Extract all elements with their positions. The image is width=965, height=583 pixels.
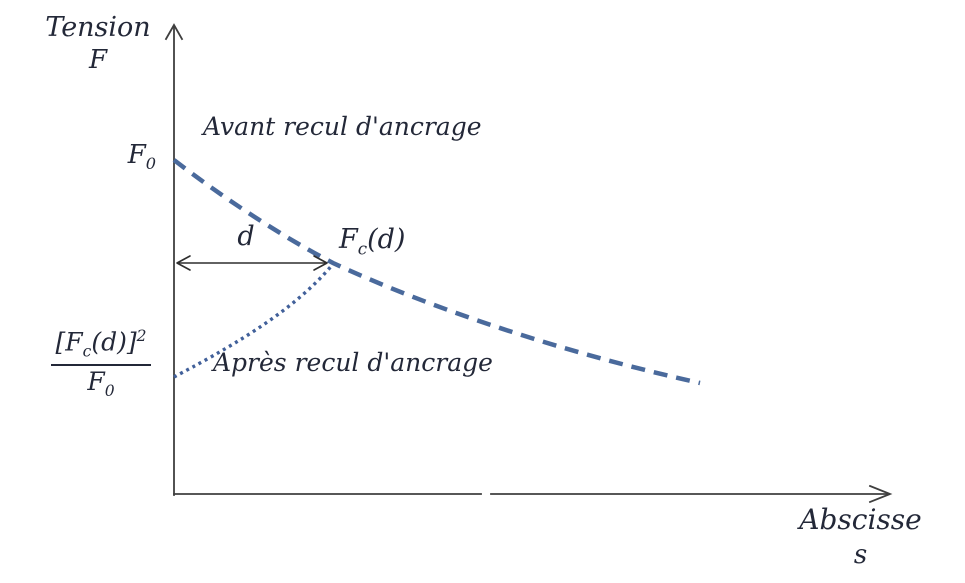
- fraction-numerator: [Fc(d)]2: [50, 327, 152, 367]
- y-axis-arrowhead-icon: [164, 23, 184, 41]
- d-dimension-arrow: [176, 255, 328, 271]
- curve-before-label: Avant recul d'ancrage: [203, 112, 482, 141]
- f0-label: F0: [127, 140, 156, 174]
- d-arrow-right-head-icon: [313, 255, 328, 271]
- d-label: d: [237, 221, 255, 252]
- fcd-label: Fc(d): [339, 224, 406, 259]
- y-axis-title: Tension F: [30, 12, 166, 76]
- curve-before-anchorage: [172, 158, 701, 386]
- x-axis-arrowhead-icon: [868, 484, 893, 504]
- x-axis-title: Abscisse s: [788, 503, 933, 571]
- curve-after-label: Après recul d'ancrage: [213, 348, 493, 377]
- y-axis-symbol: F: [88, 45, 108, 76]
- d-arrow-left-head-icon: [176, 255, 191, 271]
- x-axis-symbol: s: [853, 540, 868, 571]
- axes-group: [164, 23, 893, 504]
- fraction-label: [Fc(d)]2 F0: [36, 327, 166, 401]
- x-axis-title-text: Abscisse: [799, 503, 922, 536]
- y-axis-title-text: Tension: [45, 12, 151, 43]
- fraction-denominator: F0: [87, 367, 115, 401]
